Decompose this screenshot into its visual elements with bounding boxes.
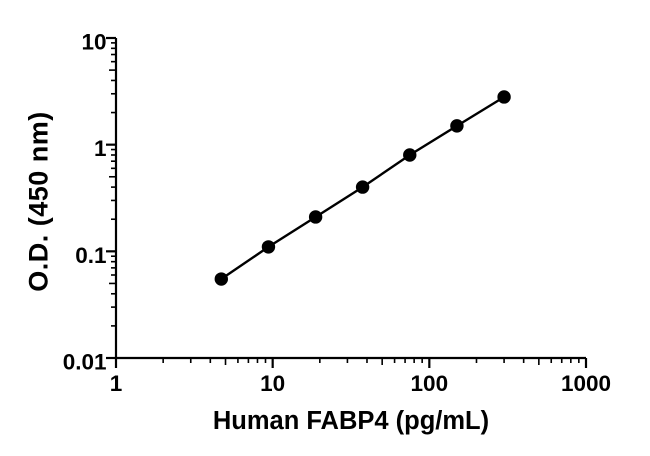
svg-text:0.01: 0.01: [63, 350, 107, 375]
svg-text:1000: 1000: [561, 371, 611, 396]
svg-text:10: 10: [260, 371, 285, 396]
svg-text:10: 10: [81, 30, 106, 55]
svg-text:1: 1: [94, 136, 107, 161]
svg-text:100: 100: [411, 371, 449, 396]
svg-text:0.1: 0.1: [75, 243, 106, 268]
svg-text:1: 1: [110, 371, 123, 396]
